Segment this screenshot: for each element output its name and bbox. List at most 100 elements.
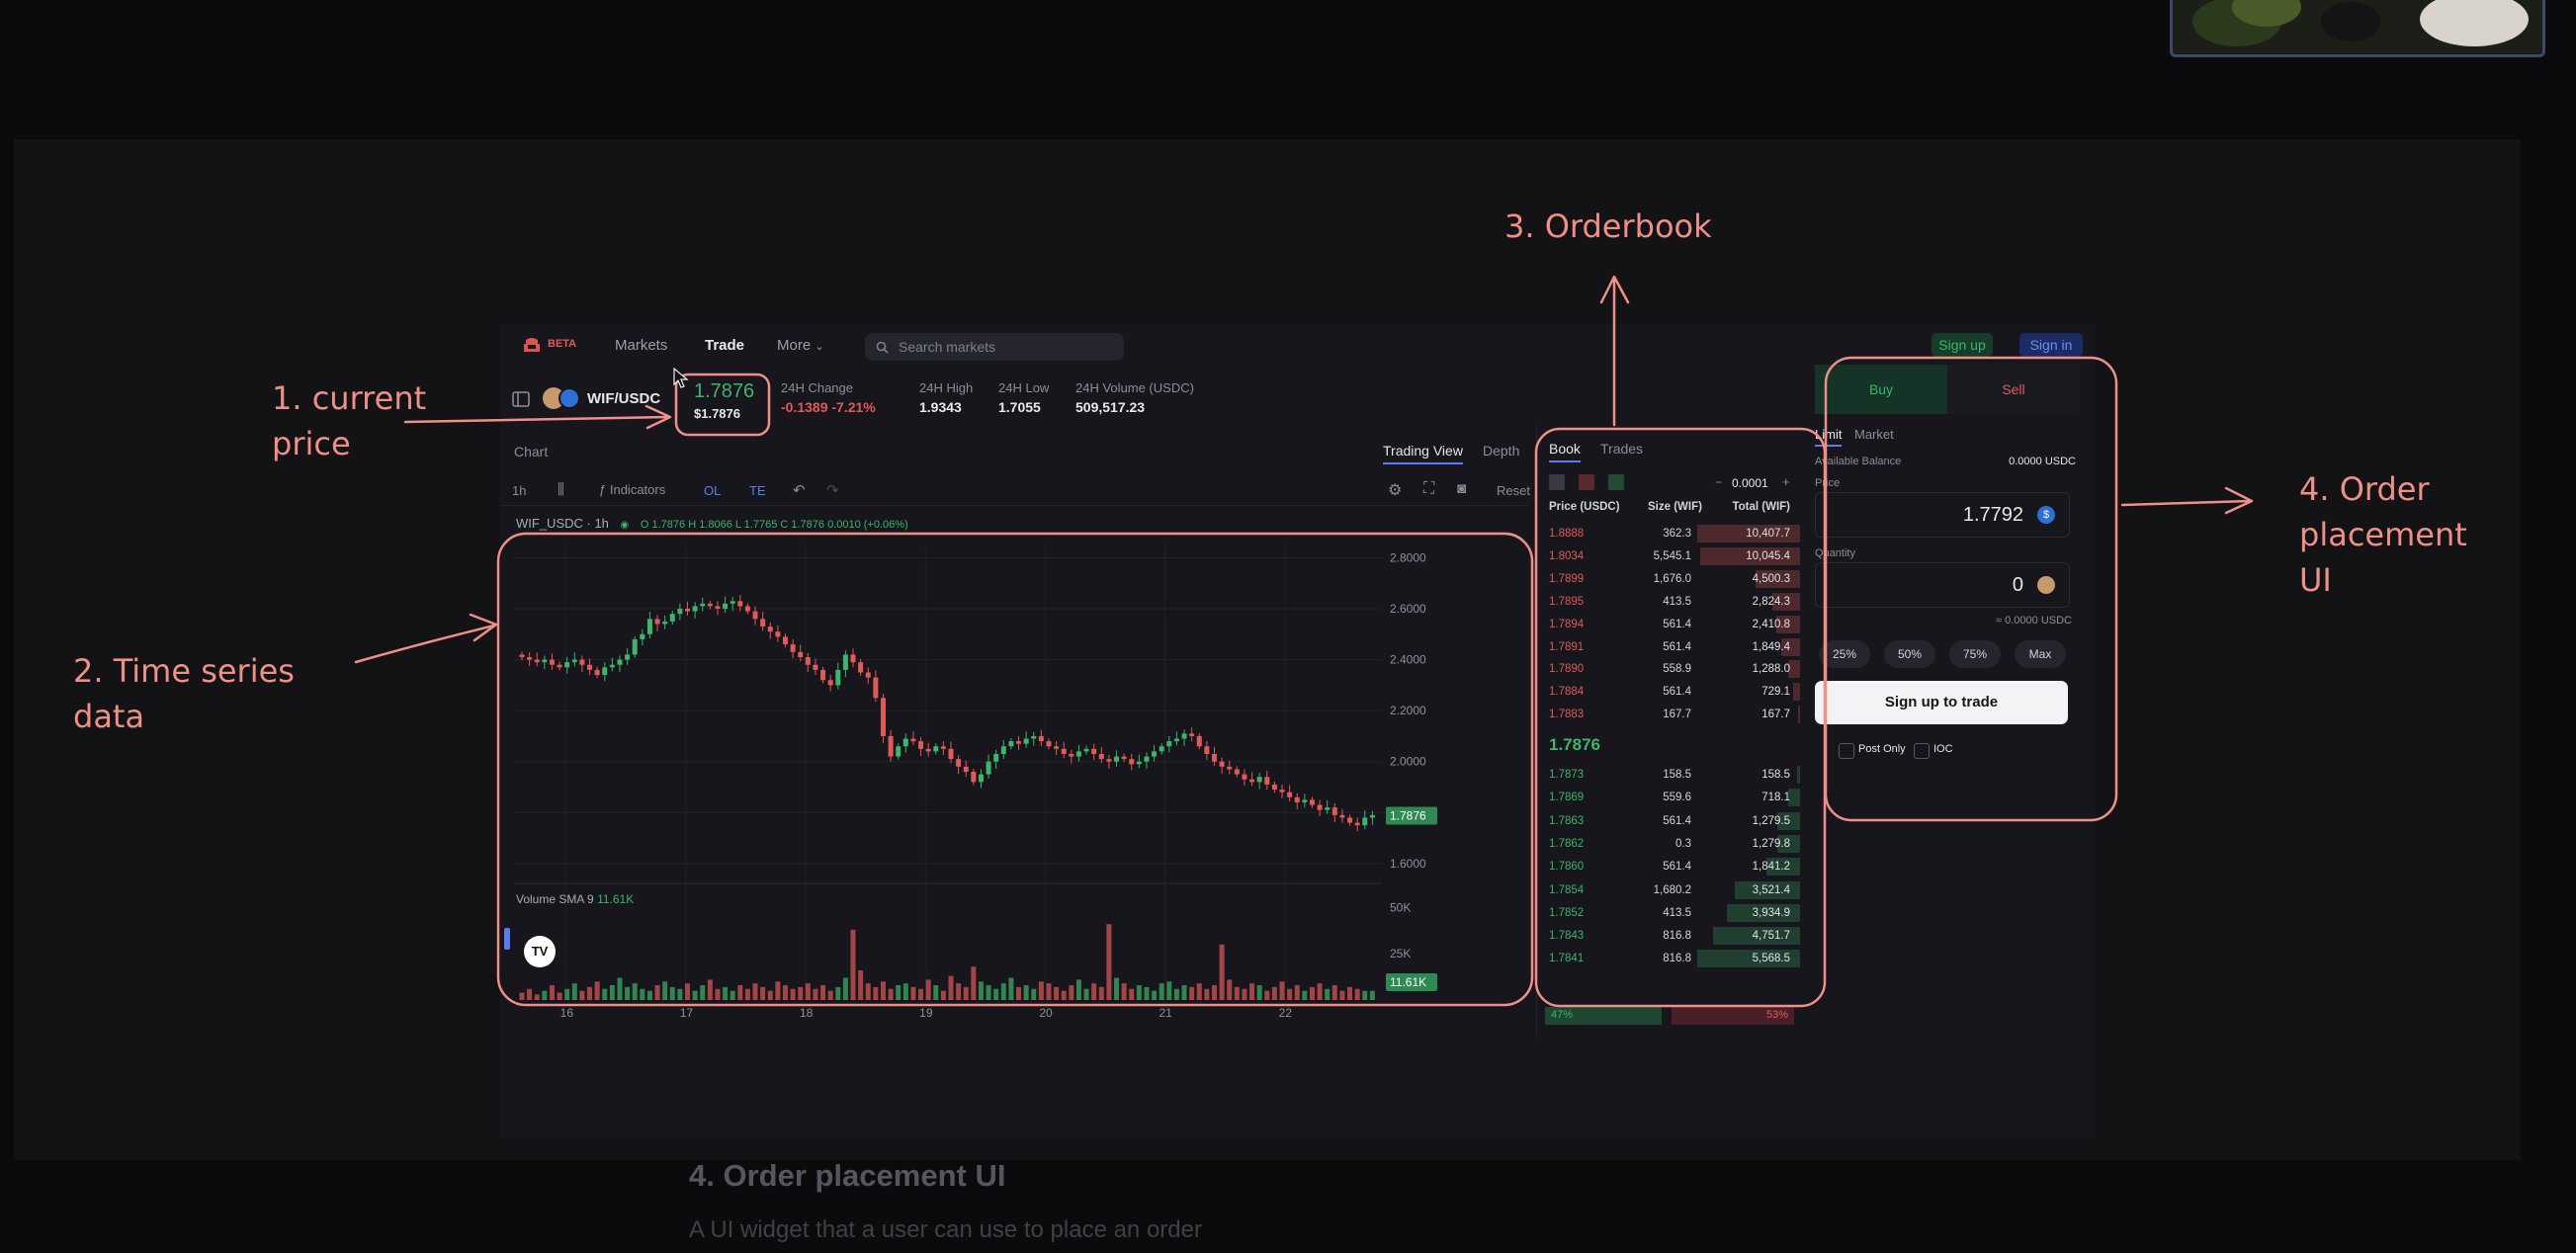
pct-75-button[interactable]: 75% [1949,640,2001,668]
limit-tab[interactable]: Limit [1815,427,1843,447]
candle-body [888,735,894,757]
candle-body [1016,741,1022,744]
volume-bar [1354,988,1360,1000]
price-input[interactable]: 1.7792 $ [1815,492,2070,538]
tick-plus-icon[interactable]: + [1782,474,1790,489]
trading-app: BETA Markets Trade More ⌄ Search markets… [500,325,2096,1137]
pct-25-button[interactable]: 25% [1819,640,1870,668]
tradingview-logo-icon[interactable]: TV [524,936,556,967]
bid-depth-bar [1777,834,1800,853]
sidebar-toggle-icon[interactable] [512,391,530,407]
search-input[interactable]: Search markets [865,333,1124,361]
post-only-checkbox[interactable] [1839,743,1854,759]
bid-row[interactable]: 1.7862 0.3 1,279.8 [1537,833,1800,855]
signin-button[interactable]: Sign in [2019,333,2083,357]
ask-total: 1,849.4 [1752,640,1790,653]
volume-bar [1091,983,1097,1000]
volume-bar [1294,985,1300,1000]
ol-toggle[interactable]: OL [704,483,722,498]
stat-24h-change: 24H Change -0.1389 -7.21% [781,380,876,415]
indicators-label: Indicators [609,482,666,497]
market-tab[interactable]: Market [1854,427,1894,442]
bid-price: 1.7854 [1549,883,1585,896]
camera-icon[interactable]: ◙ [1457,480,1467,497]
bid-row[interactable]: 1.7841 816.8 5,568.5 [1537,948,1800,969]
ask-row[interactable]: 1.7895 413.5 2,824.3 [1537,591,1800,613]
book-view-bids-icon[interactable] [1608,474,1624,490]
te-toggle[interactable]: TE [749,483,766,498]
nav-trade[interactable]: Trade [705,337,745,354]
candle-body [948,748,954,760]
current-price-usd: $1.7876 [694,406,740,421]
bid-row[interactable]: 1.7863 561.4 1,279.5 [1537,810,1800,832]
candle-body [1242,774,1247,780]
ask-row[interactable]: 1.7899 1,676.0 4,500.3 [1537,568,1800,590]
ask-row[interactable]: 1.8888 362.3 10,407.7 [1537,523,1800,544]
candle-body [1227,766,1233,770]
tab-trading-view[interactable]: Trading View [1383,443,1463,464]
ioc-checkbox[interactable] [1914,743,1930,759]
visibility-icon[interactable]: ◉ [620,520,630,531]
candle-body [542,659,548,663]
tick-minus-icon[interactable]: − [1715,475,1723,489]
candle-body [1173,738,1179,742]
ask-row[interactable]: 1.7884 561.4 729.1 [1537,681,1800,703]
indicators-button[interactable]: ƒ Indicators [599,482,665,497]
candle-body [662,621,668,625]
ask-row[interactable]: 1.7894 561.4 2,410.8 [1537,614,1800,635]
tab-book[interactable]: Book [1549,441,1581,462]
volume-bar [813,988,818,1000]
col-size: Size (WIF) [1648,501,1702,513]
bid-price: 1.7843 [1549,930,1585,943]
market-pair[interactable]: WIF/USDC [587,390,661,407]
candle-body [534,659,540,663]
bid-depth-bar [1766,858,1800,877]
book-view-both-icon[interactable] [1549,474,1565,490]
ask-row[interactable]: 1.8034 5,545.1 10,045.4 [1537,545,1800,567]
bid-size: 561.4 [1663,861,1691,874]
buy-tab[interactable]: Buy [1815,365,1947,414]
price-chart[interactable]: 2.80002.60002.40002.20002.00001.80001.60… [504,533,1508,1017]
pct-50-button[interactable]: 50% [1884,640,1935,668]
search-placeholder: Search markets [899,339,996,355]
fullscreen-icon[interactable]: ⛶ [1423,480,1435,497]
usdc-token-icon [558,387,580,409]
nav-more[interactable]: More ⌄ [777,337,824,354]
quantity-input[interactable]: 0 [1815,562,2070,608]
bid-price: 1.7860 [1549,861,1585,874]
ask-row[interactable]: 1.7891 561.4 1,849.4 [1537,636,1800,658]
redo-icon[interactable]: ↷ [826,482,839,499]
ask-total: 1,288.0 [1752,663,1790,676]
ask-row[interactable]: 1.7890 558.9 1,288.0 [1537,658,1800,680]
bid-row[interactable]: 1.7852 413.5 3,934.9 [1537,902,1800,924]
candle-body [986,761,991,775]
bid-row[interactable]: 1.7843 816.8 4,751.7 [1537,925,1800,947]
settings-icon[interactable]: ⚙ [1388,482,1403,499]
nav-markets[interactable]: Markets [615,337,668,354]
signup-button[interactable]: Sign up [1932,333,1993,357]
bid-row[interactable]: 1.7860 561.4 1,841.2 [1537,856,1800,877]
bid-row[interactable]: 1.7873 158.5 158.5 [1537,764,1800,786]
annotation-time-series: 2. Time series data [73,648,295,739]
candle-body [1309,799,1315,805]
volume-bar [534,994,540,1000]
candle-style-icon[interactable]: ⫼ [558,481,564,498]
reset-button[interactable]: Reset [1497,483,1530,498]
tab-trades[interactable]: Trades [1600,441,1644,457]
bid-row[interactable]: 1.7869 559.6 718.1 [1537,787,1800,808]
bid-row[interactable]: 1.7854 1,680.2 3,521.4 [1537,879,1800,901]
ask-row[interactable]: 1.7883 167.7 167.7 [1537,704,1800,725]
interval-select[interactable]: 1h [512,483,527,498]
bid-depth-bar [1697,950,1800,968]
undo-icon[interactable]: ↶ [793,482,806,499]
sell-tab[interactable]: Sell [1947,365,2080,414]
ask-depth-bar [1772,592,1800,611]
candle-body [1054,746,1060,749]
candle-body [744,606,750,612]
tab-depth[interactable]: Depth [1483,443,1520,459]
book-view-asks-icon[interactable] [1579,474,1594,490]
max-button[interactable]: Max [2015,640,2066,668]
volume-bar [654,985,660,1000]
signup-to-trade-button[interactable]: Sign up to trade [1815,681,2068,724]
chart-scroll-handle[interactable] [504,928,510,950]
